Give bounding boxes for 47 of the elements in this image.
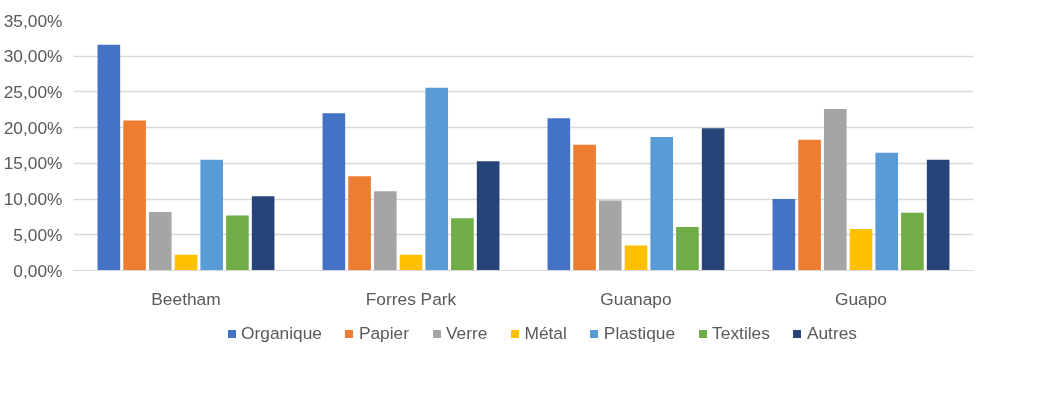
legend-label: Plastique bbox=[603, 322, 676, 344]
bar bbox=[148, 211, 172, 271]
bar bbox=[849, 229, 873, 271]
bar bbox=[348, 176, 371, 271]
bar bbox=[425, 87, 449, 271]
bar bbox=[701, 128, 725, 271]
x-tick-label: Guanapo bbox=[600, 288, 672, 309]
bar bbox=[823, 109, 847, 271]
x-tick-label: Beetham bbox=[151, 288, 221, 309]
y-tick-label: 0,00% bbox=[13, 260, 63, 281]
y-tick-label: 5,00% bbox=[13, 224, 63, 245]
bar bbox=[772, 199, 796, 271]
legend-label: Métal bbox=[524, 322, 567, 344]
bar bbox=[451, 218, 474, 271]
bar bbox=[476, 161, 500, 271]
legend-label: Verre bbox=[446, 322, 488, 344]
bar bbox=[650, 136, 674, 271]
x-tick-label: Forres Park bbox=[365, 288, 457, 309]
bar bbox=[322, 113, 346, 271]
bar bbox=[798, 139, 821, 271]
legend-label: Autres bbox=[806, 322, 857, 344]
bar bbox=[251, 196, 275, 271]
bar bbox=[200, 159, 224, 271]
bar bbox=[573, 144, 596, 271]
bar bbox=[875, 152, 899, 271]
legend-label: Organique bbox=[241, 322, 322, 344]
x-tick-label: Guapo bbox=[834, 288, 888, 309]
bar bbox=[123, 120, 146, 271]
y-tick-label: 10,00% bbox=[3, 189, 63, 210]
y-tick-label: 15,00% bbox=[3, 153, 63, 174]
bar bbox=[598, 200, 622, 271]
bar bbox=[174, 254, 198, 271]
bar bbox=[901, 212, 924, 271]
y-tick-label: 30,00% bbox=[3, 46, 63, 67]
y-tick-label: 35,00% bbox=[3, 10, 63, 31]
bar bbox=[373, 191, 397, 271]
y-tick-label: 20,00% bbox=[3, 117, 63, 138]
bar bbox=[97, 44, 121, 271]
bar bbox=[624, 245, 648, 271]
y-tick-label: 25,00% bbox=[3, 81, 63, 102]
bar bbox=[926, 159, 950, 271]
legend-label: Papier bbox=[358, 322, 410, 344]
bar bbox=[226, 215, 249, 271]
legend-label: Textiles bbox=[712, 322, 770, 344]
bar bbox=[399, 254, 423, 271]
bar bbox=[547, 118, 571, 271]
bar bbox=[676, 226, 699, 271]
